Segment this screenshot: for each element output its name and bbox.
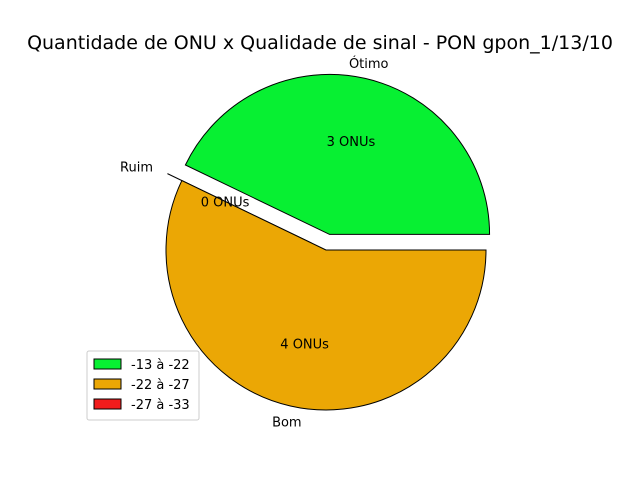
legend-label: -13 à -22 (131, 358, 190, 373)
legend-swatch (93, 378, 122, 390)
slice-value-label-otimo: 3 ONUs (327, 135, 376, 150)
pie-slice-otimo (184, 73, 491, 235)
slice-category-label-ruim: Ruim (120, 161, 153, 176)
pie-slices (165, 73, 491, 411)
pie-labels: 3 ONUs Ótimo 0 ONUs Ruim 4 ONUs Bom (120, 56, 389, 431)
legend-label: -22 à -27 (131, 378, 190, 393)
chart-title: Quantidade de ONU x Qualidade de sinal -… (27, 32, 613, 54)
legend-label: -27 à -33 (131, 398, 190, 413)
slice-value-label-ruim: 0 ONUs (201, 195, 250, 210)
slice-category-label-otimo: Ótimo (349, 56, 389, 72)
legend-swatch (93, 398, 122, 410)
slice-value-label-bom: 4 ONUs (280, 338, 329, 353)
slice-category-label-bom: Bom (272, 416, 302, 431)
legend-swatch (93, 358, 122, 370)
legend: -13 à -22 -22 à -27 -27 à -33 (86, 350, 200, 421)
pie-slice-bom (165, 179, 487, 411)
